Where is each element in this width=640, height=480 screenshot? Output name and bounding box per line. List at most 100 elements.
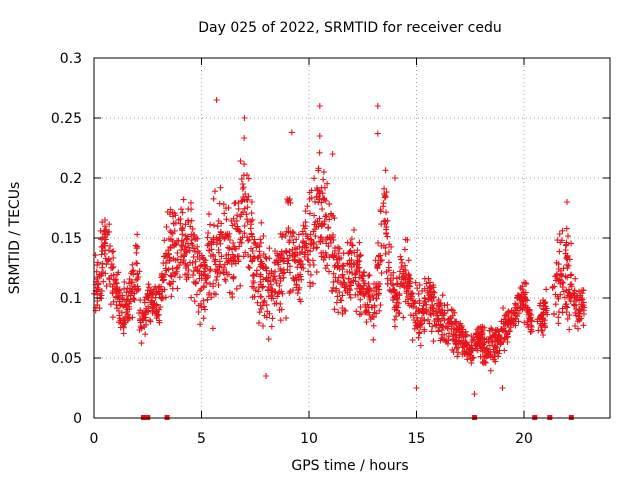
data-point: [230, 273, 237, 280]
data-point: [160, 277, 167, 284]
data-point: [252, 287, 259, 294]
data-point: [575, 309, 582, 316]
data-point: [243, 196, 250, 203]
data-point: [444, 323, 451, 330]
data-point: [96, 271, 103, 278]
data-point: [266, 270, 273, 277]
data-point: [174, 264, 181, 271]
data-point: [521, 319, 528, 326]
data-point: [138, 340, 145, 347]
data-point: [539, 328, 546, 334]
data-point: [269, 315, 276, 322]
data-point: [249, 216, 256, 223]
data-point: [201, 303, 207, 310]
data-point: [204, 234, 211, 241]
data-point: [305, 268, 312, 275]
data-point: [301, 225, 308, 232]
data-point: [501, 347, 508, 354]
data-point: [560, 279, 567, 286]
data-point: [121, 279, 128, 285]
data-point: [425, 275, 432, 282]
data-point: [137, 307, 144, 314]
data-point: [376, 307, 383, 314]
data-point: [263, 255, 270, 262]
data-point: [576, 310, 583, 317]
data-point: [157, 304, 164, 311]
data-point: [131, 290, 138, 297]
data-point: [417, 318, 424, 325]
data-point: [192, 258, 199, 265]
data-point: [184, 271, 191, 278]
data-point: [439, 306, 446, 313]
data-point: [284, 266, 291, 273]
data-point: [142, 309, 149, 316]
data-point: [304, 233, 311, 240]
data-point: [448, 306, 455, 313]
data-point: [501, 312, 508, 319]
outlier-point: [475, 325, 482, 331]
data-point: [500, 305, 507, 311]
data-point: [568, 283, 575, 290]
data-point: [363, 307, 370, 314]
data-point: [130, 296, 137, 303]
data-point: [370, 336, 377, 343]
data-point: [564, 304, 571, 311]
data-point: [410, 297, 417, 304]
data-point: [179, 209, 186, 216]
data-point: [563, 241, 570, 248]
data-point: [311, 212, 318, 219]
data-point: [580, 307, 587, 314]
data-point: [201, 262, 208, 269]
data-point: [204, 274, 211, 281]
data-point: [103, 283, 110, 290]
data-point: [421, 300, 428, 306]
data-point: [307, 231, 314, 238]
data-point: [183, 235, 190, 242]
data-point: [307, 248, 314, 255]
data-point: [344, 268, 351, 275]
data-point: [312, 233, 319, 240]
data-point: [112, 276, 119, 283]
data-point: [113, 280, 120, 287]
data-point: [415, 290, 422, 297]
data-point: [160, 253, 167, 260]
data-point: [414, 285, 421, 292]
data-point: [113, 301, 120, 308]
data-point: [381, 185, 388, 192]
data-point: [382, 193, 389, 200]
outlier-point: [392, 175, 398, 181]
data-point: [396, 290, 403, 297]
data-point: [215, 247, 222, 253]
data-point: [565, 262, 572, 269]
data-point: [278, 306, 285, 313]
data-point: [321, 195, 328, 202]
data-point: [142, 331, 149, 338]
data-point: [155, 311, 162, 318]
data-point: [441, 310, 448, 317]
data-point: [318, 253, 325, 260]
data-point: [275, 290, 282, 297]
data-point: [458, 329, 465, 336]
data-point: [312, 198, 318, 205]
data-point: [485, 348, 492, 355]
data-point: [415, 308, 422, 315]
data-point: [419, 287, 426, 294]
data-point: [348, 257, 355, 263]
data-point: [251, 236, 258, 243]
data-point: [214, 273, 221, 280]
data-point: [423, 307, 429, 314]
data-point: [127, 298, 134, 305]
data-point: [178, 247, 185, 254]
data-point: [171, 227, 178, 234]
data-point: [240, 194, 247, 201]
data-point: [295, 231, 302, 238]
data-point: [98, 251, 105, 258]
data-point: [562, 242, 569, 249]
data-point: [228, 257, 235, 264]
data-point: [241, 222, 248, 229]
data-point: [347, 294, 354, 301]
data-point: [330, 236, 337, 243]
data-point: [383, 268, 390, 275]
y-tick-label: 0.05: [51, 351, 82, 367]
data-point: [522, 296, 529, 303]
